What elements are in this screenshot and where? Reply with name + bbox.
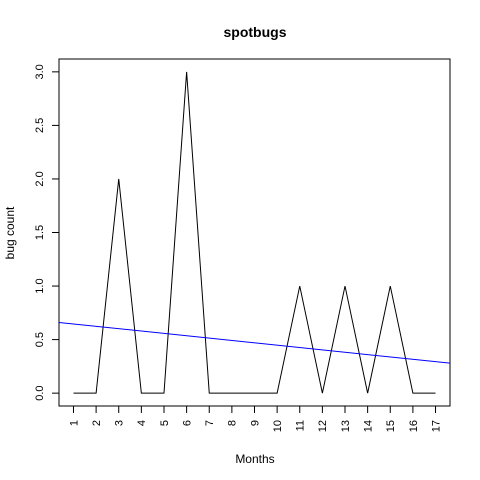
x-tick-label: 2 <box>91 420 103 426</box>
x-tick-label: 8 <box>227 420 239 426</box>
x-axis-label: Months <box>235 452 274 466</box>
y-tick-label: 1.5 <box>34 225 46 240</box>
x-tick-label: 9 <box>249 420 261 426</box>
x-tick-label: 5 <box>159 420 171 426</box>
x-axis: 1 2 3 4 5 6 7 8 9 10 11 12 13 14 15 16 17 <box>68 406 442 432</box>
trend-line <box>59 322 450 363</box>
y-tick-label: 2.0 <box>34 171 46 186</box>
x-tick-label: 15 <box>385 420 397 432</box>
x-tick-label: 16 <box>408 420 420 432</box>
x-tick-label: 13 <box>340 420 352 432</box>
trend-layer <box>59 322 450 363</box>
y-tick-label: 1.0 <box>34 278 46 293</box>
x-tick-label: 4 <box>136 420 148 426</box>
x-tick-label: 7 <box>204 420 216 426</box>
x-tick-label: 14 <box>362 420 374 432</box>
x-tick-label: 6 <box>181 420 193 426</box>
x-tick-label: 17 <box>430 420 442 432</box>
y-tick-label: 2.5 <box>34 118 46 133</box>
series-layer <box>73 72 435 393</box>
y-tick-label: 3.0 <box>34 64 46 79</box>
y-axis-label: bug count <box>3 206 17 259</box>
chart-title: spotbugs <box>224 24 287 40</box>
y-tick-label: 0.0 <box>34 385 46 400</box>
y-axis: 0.0 0.5 1.0 1.5 2.0 2.5 3.0 <box>34 64 59 401</box>
y-tick-label: 0.5 <box>34 332 46 347</box>
x-tick-label: 11 <box>295 420 307 431</box>
x-tick-label: 1 <box>68 420 80 426</box>
series-line <box>73 72 435 393</box>
plot-frame <box>59 59 450 406</box>
x-tick-label: 12 <box>317 420 329 432</box>
x-tick-label: 3 <box>114 420 126 426</box>
x-tick-label: 10 <box>272 420 284 432</box>
